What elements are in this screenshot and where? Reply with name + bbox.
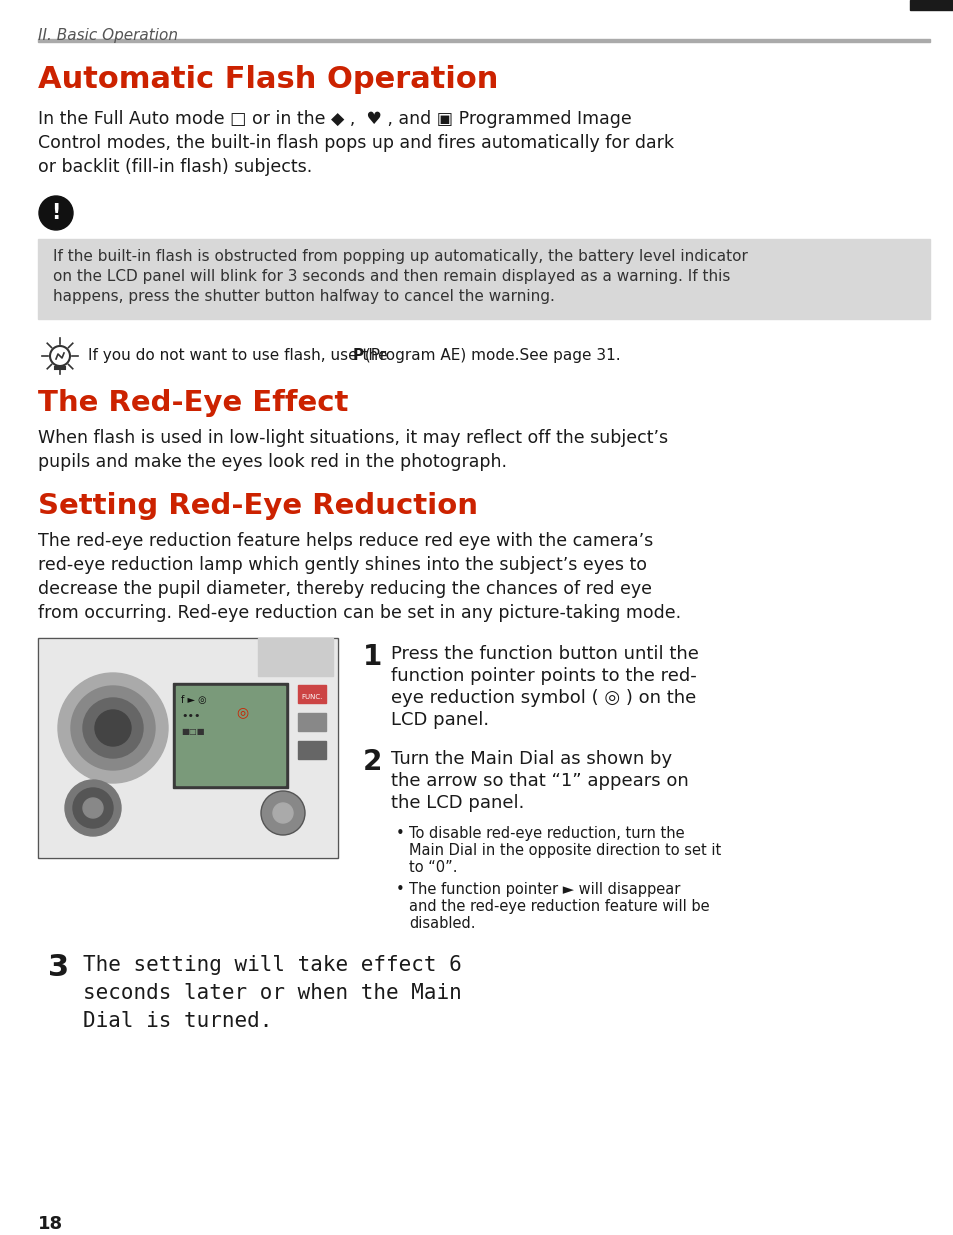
Text: To disable red-eye reduction, turn the: To disable red-eye reduction, turn the [409, 826, 684, 841]
Circle shape [273, 803, 293, 823]
Circle shape [73, 788, 112, 827]
Text: The setting will take effect 6: The setting will take effect 6 [83, 955, 461, 974]
Text: seconds later or when the Main: seconds later or when the Main [83, 983, 461, 1003]
Bar [38, 40, 929, 42]
Text: (Program AE) mode.See page 31.: (Program AE) mode.See page 31. [359, 348, 619, 363]
Circle shape [39, 196, 73, 230]
Circle shape [83, 698, 143, 758]
Text: •: • [395, 826, 404, 841]
Bar [297, 685, 326, 703]
Circle shape [50, 346, 70, 366]
Circle shape [95, 710, 131, 746]
Circle shape [261, 790, 305, 835]
Text: In the Full Auto mode □ or in the ◆ ,  ♥ , and ▣ Programmed Image: In the Full Auto mode □ or in the ◆ , ♥ … [38, 110, 631, 128]
Bar [172, 683, 288, 788]
Text: If you do not want to use flash, use the: If you do not want to use flash, use the [88, 348, 392, 363]
Text: •••: ••• [181, 711, 200, 721]
Bar [297, 741, 326, 760]
Text: II. Basic Operation: II. Basic Operation [38, 28, 178, 43]
Text: eye reduction symbol ( ◎ ) on the: eye reduction symbol ( ◎ ) on the [391, 689, 696, 706]
Text: Turn the Main Dial as shown by: Turn the Main Dial as shown by [391, 750, 672, 768]
Text: from occurring. Red-eye reduction can be set in any picture-taking mode.: from occurring. Red-eye reduction can be… [38, 604, 680, 622]
Text: to “0”.: to “0”. [409, 860, 457, 876]
Text: When flash is used in low-light situations, it may reflect off the subject’s: When flash is used in low-light situatio… [38, 429, 667, 447]
Text: the LCD panel.: the LCD panel. [391, 794, 524, 811]
Text: happens, press the shutter button halfway to cancel the warning.: happens, press the shutter button halfwa… [53, 289, 555, 304]
Text: Main Dial in the opposite direction to set it: Main Dial in the opposite direction to s… [409, 844, 720, 858]
Text: P: P [352, 348, 363, 363]
Text: red-eye reduction lamp which gently shines into the subject’s eyes to: red-eye reduction lamp which gently shin… [38, 556, 646, 574]
Text: Automatic Flash Operation: Automatic Flash Operation [38, 65, 497, 94]
Circle shape [71, 685, 154, 769]
Text: disabled.: disabled. [409, 916, 475, 931]
Circle shape [83, 798, 103, 818]
Text: LCD panel.: LCD panel. [391, 711, 489, 729]
Text: the arrow so that “1” appears on: the arrow so that “1” appears on [391, 772, 688, 790]
Text: and the red-eye reduction feature will be: and the red-eye reduction feature will b… [409, 899, 709, 914]
Text: 3: 3 [48, 953, 69, 982]
Text: or backlit (fill-in flash) subjects.: or backlit (fill-in flash) subjects. [38, 158, 312, 177]
Text: on the LCD panel will blink for 3 seconds and then remain displayed as a warning: on the LCD panel will blink for 3 second… [53, 269, 730, 284]
Circle shape [58, 673, 168, 783]
Bar [175, 685, 285, 785]
Text: Setting Red-Eye Reduction: Setting Red-Eye Reduction [38, 492, 477, 520]
Text: Dial is turned.: Dial is turned. [83, 1011, 273, 1031]
Text: Control modes, the built-in flash pops up and fires automatically for dark: Control modes, the built-in flash pops u… [38, 135, 673, 152]
Text: !: ! [51, 203, 61, 224]
Text: pupils and make the eyes look red in the photograph.: pupils and make the eyes look red in the… [38, 453, 506, 471]
Bar [38, 638, 337, 858]
Text: 1: 1 [363, 643, 382, 671]
Text: If the built-in flash is obstructed from popping up automatically, the battery l: If the built-in flash is obstructed from… [53, 249, 747, 264]
Text: Press the function button until the: Press the function button until the [391, 645, 699, 663]
Bar [40, 640, 335, 856]
Circle shape [65, 781, 121, 836]
Text: ■□■: ■□■ [181, 727, 204, 736]
Text: ◎: ◎ [235, 705, 248, 719]
Text: The function pointer ► will disappear: The function pointer ► will disappear [409, 882, 679, 897]
Bar [297, 713, 326, 731]
Text: The red-eye reduction feature helps reduce red eye with the camera’s: The red-eye reduction feature helps redu… [38, 532, 653, 550]
Text: •: • [395, 882, 404, 897]
Bar [38, 240, 929, 319]
Text: 2: 2 [363, 748, 382, 776]
Text: f ► ◎: f ► ◎ [181, 695, 207, 705]
Bar [257, 638, 333, 676]
Text: 18: 18 [38, 1215, 63, 1233]
Bar [909, 0, 953, 10]
Text: The Red-Eye Effect: The Red-Eye Effect [38, 389, 348, 417]
Text: function pointer points to the red-: function pointer points to the red- [391, 667, 696, 685]
Text: decrease the pupil diameter, thereby reducing the chances of red eye: decrease the pupil diameter, thereby red… [38, 580, 651, 598]
Text: FUNC.: FUNC. [301, 694, 322, 700]
